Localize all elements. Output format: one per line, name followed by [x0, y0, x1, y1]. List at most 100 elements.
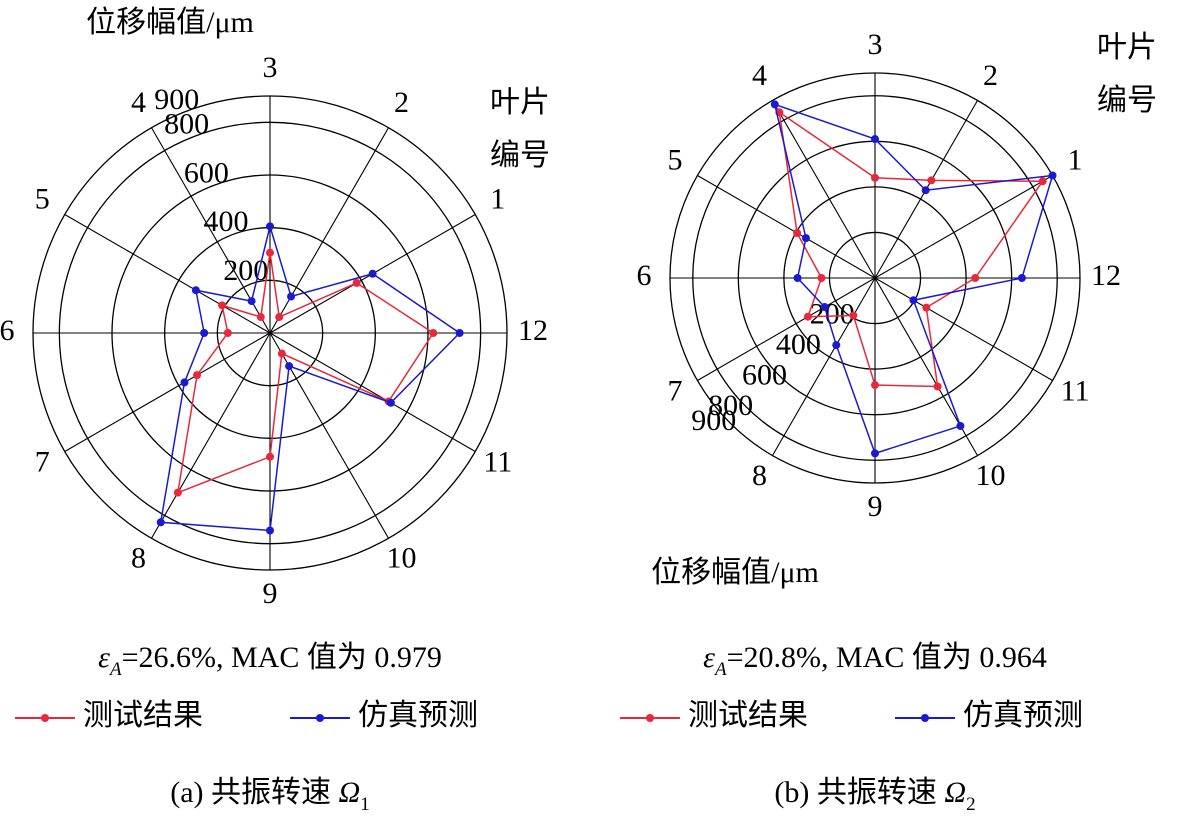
data-point: [832, 341, 841, 350]
spoke: [269, 332, 476, 452]
r-tick-label: 400: [204, 205, 249, 238]
data-point: [793, 274, 802, 282]
data-point: [266, 222, 274, 231]
data-point: [352, 278, 361, 287]
annotation-subscript: A: [108, 659, 122, 680]
data-point: [386, 398, 395, 407]
legend-marker: [41, 714, 49, 722]
category-label: 2: [394, 86, 409, 119]
category-label: 11: [1061, 374, 1090, 407]
caption-subscript: 2: [966, 794, 976, 815]
category-label: 4: [131, 86, 146, 119]
r-tick-label: 800: [708, 389, 753, 422]
radial-axis-title: 位移幅值/μm: [651, 556, 819, 589]
data-point: [956, 421, 965, 430]
spoke: [874, 277, 1053, 381]
data-point: [156, 518, 165, 527]
annotation: εA=20.8%, MAC 值为 0.964: [703, 641, 1047, 680]
category-label: 7: [35, 445, 50, 478]
data-point: [1017, 274, 1026, 282]
r-tick-label: 600: [184, 156, 229, 189]
data-point: [200, 329, 209, 337]
r-tick-label: 900: [154, 83, 199, 116]
data-point: [922, 303, 931, 312]
category-label: 6: [637, 259, 652, 292]
spoke: [697, 277, 876, 381]
legend-label: 仿真预测: [963, 699, 1083, 732]
spoke: [64, 332, 271, 452]
annotation-subscript: A: [713, 659, 727, 680]
data-point: [921, 186, 930, 195]
data-point: [803, 312, 812, 321]
data-point: [247, 297, 256, 306]
data-point: [193, 371, 202, 380]
caption: (a) 共振转速 Ω1: [170, 776, 370, 815]
category-label: 7: [667, 374, 682, 407]
data-point: [256, 313, 265, 322]
category-label: 4: [752, 59, 767, 92]
caption-subscript: 1: [360, 794, 370, 815]
spoke: [697, 175, 876, 279]
category-label: 1: [490, 182, 505, 215]
category-label: 5: [35, 182, 50, 215]
data-point: [770, 100, 779, 109]
data-point: [266, 452, 274, 461]
caption-text: (b) 共振转速: [774, 776, 944, 809]
annotation-text: =20.8%, MAC 值为 0.964: [727, 641, 1047, 674]
data-point: [801, 234, 810, 243]
data-point: [1048, 171, 1057, 180]
data-point: [793, 229, 802, 238]
data-point: [871, 381, 879, 390]
data-point: [218, 301, 227, 310]
category-label: 3: [868, 28, 883, 61]
legend-marker: [921, 714, 929, 722]
data-point: [285, 362, 294, 371]
category-label: 9: [263, 577, 278, 610]
category-label: 8: [752, 459, 767, 492]
data-point: [1038, 177, 1047, 186]
angular-axis-title: 编号: [1097, 84, 1157, 117]
angular-axis-title: 编号: [490, 139, 550, 172]
legend-marker: [646, 714, 654, 722]
data-point: [817, 274, 826, 282]
legend-label: 测试结果: [83, 699, 203, 732]
angular-axis-title: 叶片: [490, 86, 550, 119]
data-point: [266, 526, 274, 535]
data-point: [971, 274, 980, 282]
angular-axis-title: 叶片: [1097, 31, 1157, 64]
legend-label: 测试结果: [688, 699, 808, 732]
data-point: [871, 173, 879, 182]
data-point: [223, 329, 232, 337]
category-label: 10: [387, 542, 417, 575]
category-label: 9: [868, 490, 883, 523]
legend-label: 仿真预测: [358, 699, 478, 732]
annotation-text: =26.6%, MAC 值为 0.979: [122, 641, 442, 674]
r-tick-label: 900: [691, 404, 736, 437]
category-label: 1: [1068, 143, 1083, 176]
r-tick-label: 200: [223, 254, 268, 287]
spoke: [64, 214, 271, 334]
data-point: [275, 313, 284, 322]
category-label: 11: [483, 445, 512, 478]
data-point: [927, 176, 936, 185]
data-point: [180, 378, 189, 387]
spoke: [874, 175, 1053, 279]
category-label: 12: [1091, 259, 1121, 292]
category-label: 6: [0, 314, 15, 347]
data-point: [871, 135, 879, 144]
caption-symbol: Ω: [339, 776, 361, 809]
annotation-symbol: ε: [98, 641, 110, 674]
data-point: [849, 311, 858, 320]
caption-text: (a) 共振转速: [170, 776, 338, 809]
data-point: [429, 329, 438, 337]
legend-marker: [316, 714, 324, 722]
data-point: [933, 382, 942, 391]
data-point: [277, 349, 286, 358]
radial-axis-title: 位移幅值/μm: [86, 6, 254, 39]
data-point: [455, 329, 464, 337]
r-tick-label: 600: [742, 358, 787, 391]
caption: (b) 共振转速 Ω2: [774, 776, 975, 815]
annotation: εA=26.6%, MAC 值为 0.979: [98, 641, 442, 680]
data-point: [191, 286, 200, 295]
spoke: [151, 332, 271, 539]
